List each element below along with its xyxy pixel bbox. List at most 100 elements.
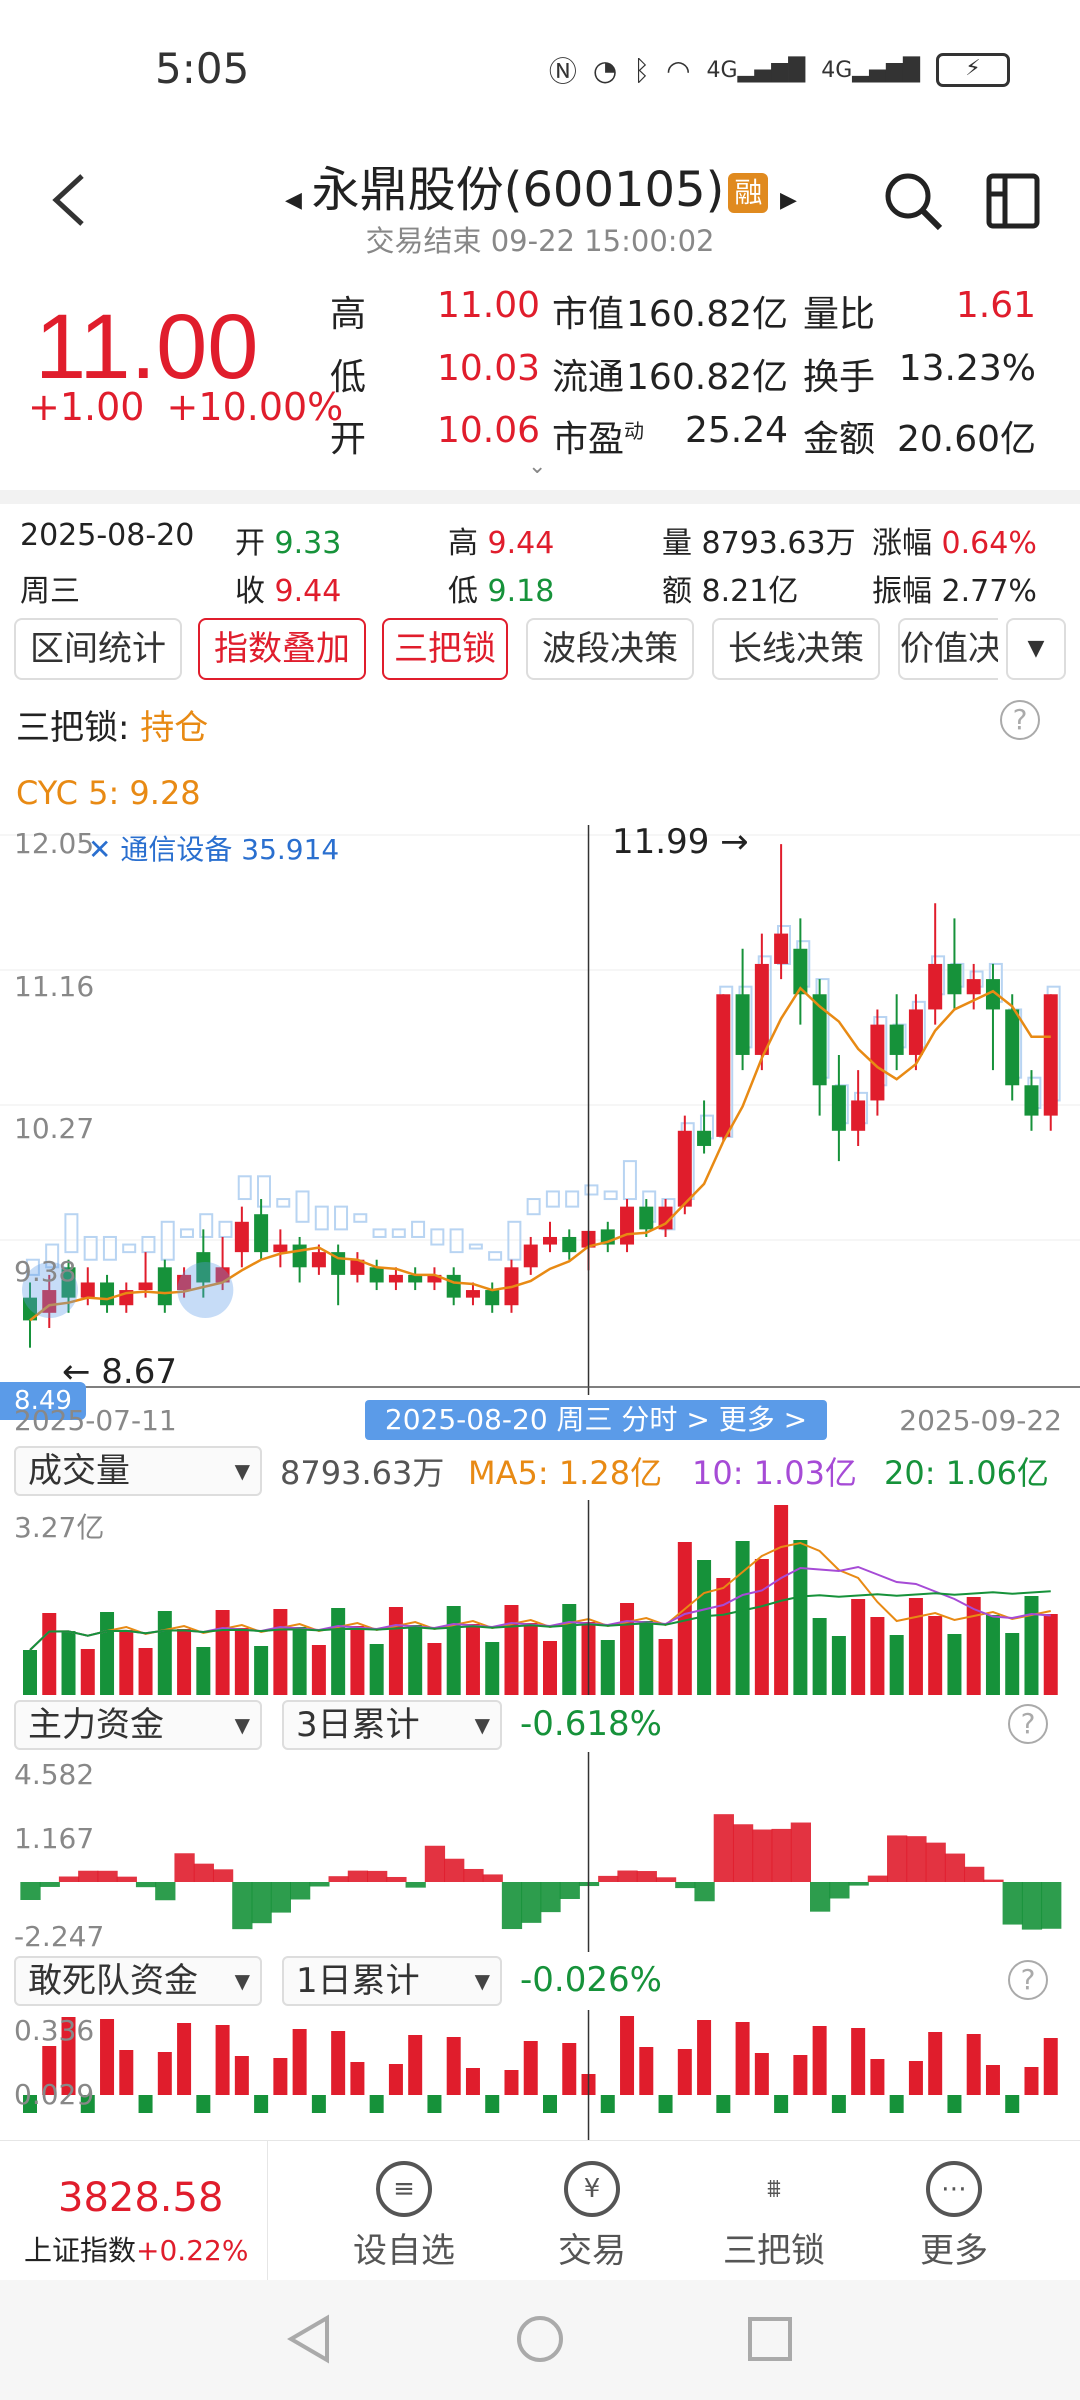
change-pct: +10.00% xyxy=(166,385,344,429)
tab-long-decision[interactable]: 长线决策 xyxy=(712,618,880,680)
quote-value: 25.24 xyxy=(684,410,788,451)
tab-index-overlay[interactable]: 指数叠加 xyxy=(198,618,366,680)
fund-area-slice xyxy=(135,1882,157,1888)
indicator-select-dare-fund[interactable]: 敢死队资金 ▼ xyxy=(14,1956,262,2006)
candle-body xyxy=(908,1009,923,1055)
prev-stock-icon[interactable]: ◀ xyxy=(285,188,302,213)
cursor-price-tag: 8.49 xyxy=(0,1382,86,1420)
period-select-main-fund[interactable]: 3日累计 ▼ xyxy=(282,1700,502,1750)
dare-bar xyxy=(311,2095,326,2113)
close-overlay-icon[interactable]: ✕ xyxy=(88,833,112,866)
volume-bar xyxy=(985,1615,1000,1695)
quote-value: 160.82亿 xyxy=(626,357,788,398)
dare-bar xyxy=(1005,2095,1020,2113)
volume-bar xyxy=(870,1617,885,1695)
index-candle xyxy=(218,1220,233,1238)
fund-area-slice xyxy=(598,1875,619,1882)
period-select-dare-fund[interactable]: 1日累计 ▼ xyxy=(282,1956,502,2006)
dare-bar xyxy=(350,2062,365,2095)
candle-body xyxy=(985,979,1000,1010)
candle-body xyxy=(234,1221,249,1253)
quote-key: 流通 xyxy=(552,357,625,398)
battery-charging-icon: ⚡ xyxy=(936,53,1010,87)
tab-more-dropdown-icon[interactable]: ▼ xyxy=(1006,618,1066,680)
volume-ma20: 20: 1.06亿 xyxy=(884,1454,1049,1492)
volume-bar xyxy=(119,1630,134,1695)
kline-chart[interactable] xyxy=(0,825,1080,1395)
candle-body xyxy=(350,1259,365,1275)
overlay-index[interactable]: ✕ 通信设备 35.914 xyxy=(88,833,340,866)
nav-add-watchlist[interactable]: ≡ 设自选 xyxy=(334,2161,474,2272)
next-stock-icon[interactable]: ▶ xyxy=(780,188,797,213)
volume-bar xyxy=(408,1625,423,1695)
fund-area-slice xyxy=(848,1882,869,1886)
indicator-select-volume[interactable]: 成交量 ▼ xyxy=(14,1446,262,1496)
dare-bar xyxy=(947,2095,962,2113)
tab-interval-stats[interactable]: 区间统计 xyxy=(14,618,182,680)
quote-value: 160.82亿 xyxy=(626,294,788,335)
fund-area-slice xyxy=(655,1877,677,1882)
help-icon[interactable]: ? xyxy=(1000,700,1040,740)
fund-area-slice xyxy=(116,1876,137,1882)
fund-area-slice xyxy=(251,1882,272,1924)
home-circle-icon[interactable] xyxy=(515,2314,565,2364)
day-volume: 量 8793.63万 xyxy=(662,526,856,561)
back-triangle-icon[interactable] xyxy=(285,2314,335,2364)
tab-value-decision[interactable]: 价值决 xyxy=(898,618,998,680)
dare-bar xyxy=(543,2095,557,2113)
fund-area-slice xyxy=(367,1870,388,1882)
last-price: 11.00 xyxy=(35,296,259,398)
volume-bar xyxy=(100,1612,115,1695)
quote-value: 10.06 xyxy=(436,410,540,451)
volume-bar xyxy=(716,1578,731,1695)
nav-three-locks[interactable]: ⩩ 三把锁 xyxy=(704,2161,844,2272)
candle-body xyxy=(196,1252,211,1283)
main-fund-chart[interactable] xyxy=(0,1752,1080,1952)
volume-bar xyxy=(966,1597,981,1695)
nav-more[interactable]: ⋯ 更多 xyxy=(884,2161,1024,2272)
volume-bar xyxy=(793,1540,808,1695)
back-arrow-icon[interactable] xyxy=(48,170,92,230)
4g-signal-icon: 4G▂▄▆█ xyxy=(706,57,806,83)
index-candle xyxy=(102,1235,117,1261)
landscape-icon[interactable] xyxy=(985,172,1041,230)
dare-fund-chart[interactable] xyxy=(0,2010,1080,2140)
day-weekday: 周三 xyxy=(20,574,80,609)
fund-area-slice xyxy=(1021,1882,1043,1930)
index-candle xyxy=(565,1190,580,1208)
search-icon[interactable] xyxy=(880,168,944,232)
volume-bar xyxy=(177,1629,192,1695)
candle-body xyxy=(369,1267,384,1283)
yen-icon: ¥ xyxy=(564,2161,620,2217)
cursor-date-bar[interactable]: 2025-08-20 周三 分时 > 更多 > xyxy=(365,1400,827,1440)
candle-body xyxy=(1005,1009,1020,1086)
help-icon[interactable]: ? xyxy=(1008,1704,1048,1744)
dare-ytick-2: 0.029 xyxy=(14,2078,95,2111)
candle-body xyxy=(485,1290,500,1306)
volume-chart[interactable] xyxy=(0,1500,1080,1700)
dare-bar xyxy=(292,2029,307,2095)
volume-bar xyxy=(1043,1614,1058,1695)
volume-bar xyxy=(697,1560,712,1695)
tab-three-locks[interactable]: 三把锁 xyxy=(382,618,508,680)
lock-status: 三把锁: 持仓 xyxy=(16,708,209,748)
recents-square-icon[interactable] xyxy=(745,2314,795,2364)
y-tick-4: 9.38 xyxy=(14,1255,77,1288)
fund-area-slice xyxy=(463,1868,484,1882)
indicator-select-main-fund[interactable]: 主力资金 ▼ xyxy=(14,1700,262,1750)
expand-chevron-icon[interactable]: ⌄ xyxy=(528,454,547,479)
tab-wave-decision[interactable]: 波段决策 xyxy=(526,618,694,680)
clock: 5:05 xyxy=(155,44,250,93)
quote-key: 市值 xyxy=(552,294,625,335)
fund-area-slice xyxy=(155,1882,176,1901)
index-candle xyxy=(179,1228,194,1238)
volume-value: 8793.63万 xyxy=(280,1454,445,1492)
quote-key: 量比 xyxy=(803,294,876,335)
candle-body xyxy=(735,994,750,1055)
nav-trade[interactable]: ¥ 交易 xyxy=(522,2161,662,2272)
help-icon[interactable]: ? xyxy=(1008,1960,1048,2000)
index-ticker[interactable]: 3828.58 上证指数+0.22% xyxy=(0,2141,268,2281)
fund-area-slice xyxy=(925,1842,946,1882)
fund-area-slice xyxy=(617,1870,638,1882)
fund-area-slice xyxy=(405,1882,426,1888)
